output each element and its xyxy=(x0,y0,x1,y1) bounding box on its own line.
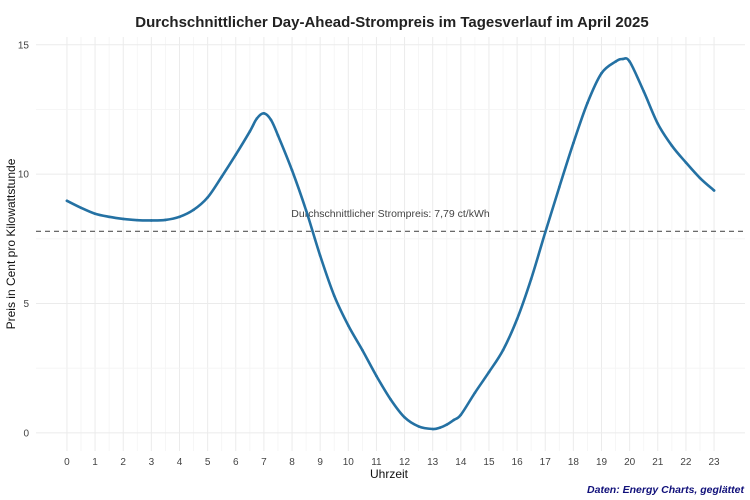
x-tick-label: 23 xyxy=(708,457,720,468)
y-tick-label: 5 xyxy=(23,299,29,310)
price-data-point xyxy=(445,423,449,426)
x-tick-label: 8 xyxy=(289,457,295,468)
price-data-point xyxy=(262,112,266,115)
x-tick-label: 0 xyxy=(64,457,70,468)
price-data-point xyxy=(276,134,280,137)
x-tick-label: 2 xyxy=(120,457,126,468)
price-data-point xyxy=(600,71,603,75)
x-tick-label: 5 xyxy=(205,457,211,468)
price-data-point xyxy=(65,199,69,203)
x-tick-label: 22 xyxy=(680,457,692,468)
reference-line-layer: Durchschnittlicher Strompreis: 7,79 ct/k… xyxy=(36,208,745,232)
price-data-point xyxy=(698,176,702,180)
price-data-point xyxy=(438,426,442,430)
price-data-point xyxy=(452,418,456,422)
x-tick-label: 15 xyxy=(483,457,495,468)
price-data-point xyxy=(558,185,561,189)
x-tick-label: 10 xyxy=(343,457,355,468)
data-source-caption: Daten: Energy Charts, geglättet xyxy=(587,484,744,496)
price-data-point xyxy=(150,219,153,222)
price-data-point xyxy=(234,153,238,157)
price-data-point xyxy=(487,370,491,374)
x-tick-label: 4 xyxy=(177,457,183,468)
price-data-point xyxy=(375,374,378,378)
x-tick-label: 19 xyxy=(596,457,608,468)
price-data-point xyxy=(255,117,259,120)
x-tick-label: 17 xyxy=(540,457,552,468)
x-tick-label: 14 xyxy=(455,457,467,468)
x-tick-label: 6 xyxy=(233,457,239,468)
x-tick-label: 18 xyxy=(568,457,580,468)
price-data-point xyxy=(642,90,646,93)
price-data-point xyxy=(614,60,617,63)
price-data-point xyxy=(543,231,547,234)
price-data-point xyxy=(670,144,674,147)
y-axis-title: Preis in Cent pro Kilowattstunde xyxy=(4,158,18,329)
x-tick-label: 11 xyxy=(371,457,382,468)
x-tick-label: 9 xyxy=(317,457,323,468)
x-tick-label: 12 xyxy=(399,457,411,468)
price-data-point xyxy=(269,118,273,122)
x-tick-label: 13 xyxy=(427,457,439,468)
price-data-point xyxy=(192,208,195,212)
price-data-point xyxy=(621,57,624,61)
price-data-point xyxy=(572,141,575,145)
x-tick-label: 16 xyxy=(512,457,524,468)
chart-title: Durchschnittlicher Day-Ahead-Strompreis … xyxy=(135,14,649,31)
price-data-point xyxy=(529,277,533,281)
y-tick-label: 15 xyxy=(18,40,30,51)
x-tick-label: 21 xyxy=(652,457,664,468)
price-data-point xyxy=(712,189,716,192)
price-data-point xyxy=(248,130,252,133)
series-layer xyxy=(65,56,716,431)
price-data-point xyxy=(656,122,660,125)
price-data-point xyxy=(459,413,463,417)
price-data-point xyxy=(361,348,364,352)
price-data-point xyxy=(206,196,209,199)
y-tick-label: 10 xyxy=(18,170,30,181)
price-data-point xyxy=(332,294,336,298)
price-data-point xyxy=(473,391,477,395)
price-data-point xyxy=(417,425,420,428)
price-data-point xyxy=(135,218,139,222)
x-tick-label: 3 xyxy=(149,457,155,468)
average-price-annotation: Durchschnittlicher Strompreis: 7,79 ct/k… xyxy=(291,208,490,220)
price-data-point xyxy=(121,217,125,221)
price-data-point xyxy=(628,60,631,63)
price-data-point xyxy=(220,175,223,179)
y-tick-label: 0 xyxy=(23,428,29,439)
price-data-point xyxy=(684,161,688,164)
price-data-point xyxy=(107,215,111,219)
price-data-point xyxy=(431,427,435,431)
price-data-point xyxy=(346,324,350,327)
grid-layer xyxy=(36,37,745,451)
x-tick-label: 7 xyxy=(261,457,267,468)
x-tick-label: 20 xyxy=(624,457,636,468)
x-tick-label: 1 xyxy=(92,457,98,468)
price-data-point xyxy=(93,212,97,216)
price-data-point xyxy=(403,416,406,419)
price-data-point xyxy=(515,317,519,321)
price-data-point xyxy=(304,209,308,212)
price-data-point xyxy=(79,206,83,210)
price-data-point xyxy=(290,168,294,172)
x-axis-title: Uhrzeit xyxy=(370,467,409,481)
price-data-point xyxy=(586,101,589,105)
price-data-point xyxy=(318,254,322,257)
tick-label-layer: 0 1 2 3 4 5 6 7 8 9 10 11 12 13 14 15 16 17 18 19 20 21 22 2305… xyxy=(18,40,720,468)
price-data-point xyxy=(501,348,505,352)
price-data-point xyxy=(178,215,181,219)
price-data-point xyxy=(389,397,392,401)
price-data-point xyxy=(164,218,167,222)
price-series-line xyxy=(65,56,716,431)
